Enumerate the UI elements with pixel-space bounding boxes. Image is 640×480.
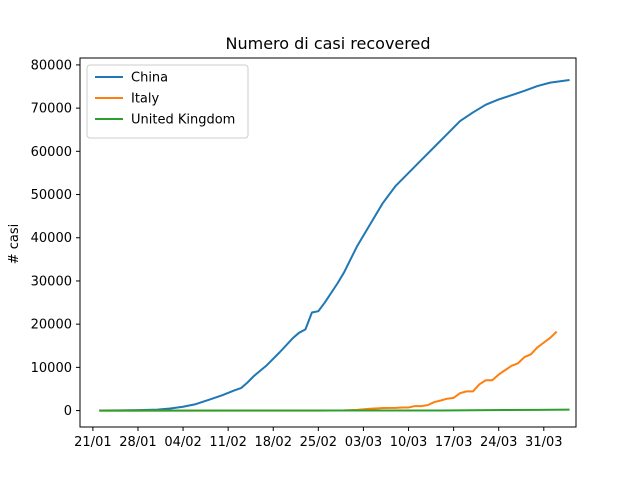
- y-tick-label: 40000: [31, 231, 72, 246]
- y-tick-label: 30000: [31, 274, 72, 289]
- x-tick-label: 04/02: [164, 435, 201, 450]
- x-tick-label: 17/03: [435, 435, 472, 450]
- y-tick-label: 70000: [31, 102, 72, 117]
- y-tick-label: 80000: [31, 58, 72, 73]
- x-tick-label: 11/02: [209, 435, 246, 450]
- x-tick-label: 03/03: [345, 435, 382, 450]
- x-tick-label: 24/03: [480, 435, 517, 450]
- series-line-2: [99, 408, 570, 412]
- y-tick-label: 50000: [31, 188, 72, 203]
- x-tick-label: 31/03: [525, 435, 562, 450]
- x-tick-label: 28/01: [119, 435, 156, 450]
- x-tick-label: 21/01: [74, 435, 111, 450]
- chart-title: Numero di casi recovered: [226, 34, 431, 53]
- y-axis-label: # casi: [7, 224, 22, 265]
- series-line-1: [99, 330, 558, 412]
- plot-frame: [79, 57, 577, 428]
- y-tick-label: 10000: [31, 361, 72, 376]
- legend: China Italy United Kingdom: [86, 64, 249, 139]
- legend-label-1: Italy: [131, 92, 160, 107]
- plot-area: 21/01 28/01 04/02 11/02 18/02 25/02 03/03 10/03…: [31, 57, 577, 450]
- y-tick-label: 20000: [31, 318, 72, 333]
- x-tick-label: 10/03: [390, 435, 427, 450]
- legend-label-2: United Kingdom: [131, 113, 235, 128]
- x-tick-label: 25/02: [300, 435, 337, 450]
- series-line-0: [99, 79, 570, 412]
- y-tick-label: 0: [64, 404, 72, 419]
- y-tick-label: 60000: [31, 145, 72, 160]
- legend-label-0: China: [131, 71, 168, 86]
- x-tick-label: 18/02: [255, 435, 292, 450]
- legend-box: [86, 64, 249, 139]
